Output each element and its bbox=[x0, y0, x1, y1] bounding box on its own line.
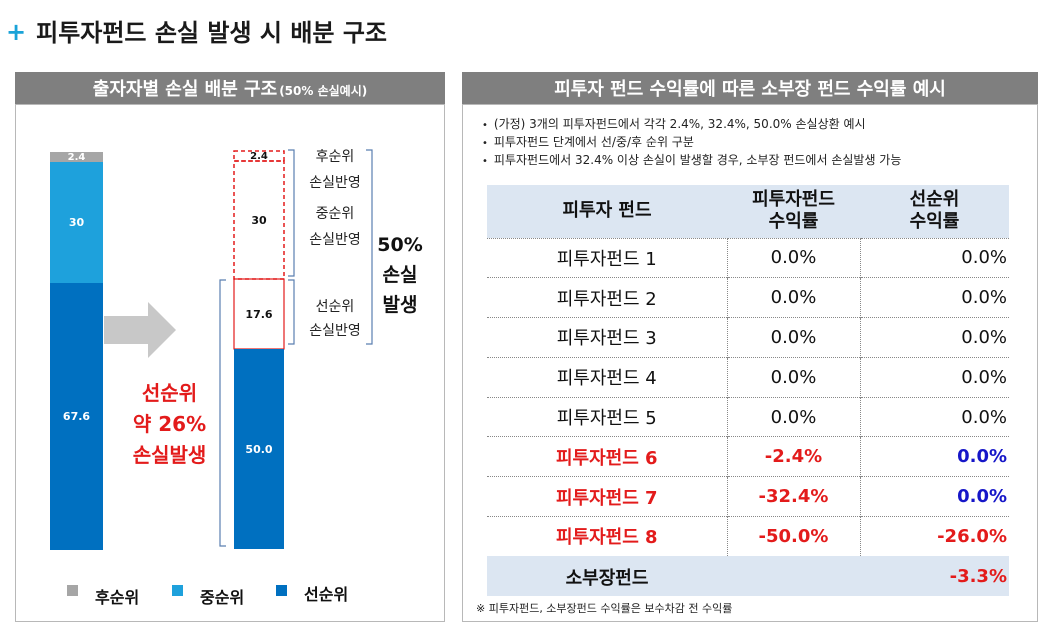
mezz-loss-label-1: 중순위 bbox=[315, 206, 355, 222]
table-total-row: 소부장펀드 -3.3% bbox=[487, 555, 1009, 597]
bar1-mezz: 30 bbox=[50, 162, 103, 283]
table-row: 피투자펀드 4 0.0% 0.0% bbox=[487, 356, 1009, 398]
arrow-right-icon bbox=[104, 302, 176, 358]
assumption-notes: (가정) 3개의 피투자펀드에서 각각 2.4%, 32.4%, 50.0% 손… bbox=[482, 116, 901, 170]
legend-senior-swatch bbox=[276, 585, 287, 596]
left-section-header: 출자자별 손실 배분 구조 (50% 손실예시) bbox=[15, 72, 445, 104]
bar1-junior: 2.4 bbox=[50, 152, 103, 163]
legend-junior-swatch bbox=[67, 585, 78, 596]
table-row: 피투자펀드 3 0.0% 0.0% bbox=[487, 317, 1009, 358]
col-header-senior-return: 선순위 수익률 bbox=[860, 185, 1009, 238]
bar2-senior-loss-label: 17.6 bbox=[245, 307, 273, 321]
page-title-text: 피투자펀드 손실 발생 시 배분 구조 bbox=[36, 18, 388, 47]
footnote: ※ 피투자펀드, 소부장펀드 수익률은 보수차감 전 수익률 bbox=[476, 602, 733, 615]
legend-mezz-label: 중순위 bbox=[200, 588, 245, 607]
right-section-header: 피투자 펀드 수익률에 따른 소부장 펀드 수익률 예시 bbox=[462, 72, 1038, 104]
left-header-note: (50% 손실예시) bbox=[279, 83, 368, 98]
table-header-row: 피투자 펀드 피투자펀드 수익률 선순위 수익률 bbox=[487, 185, 1009, 238]
table-row: 피투자펀드 1 0.0% 0.0% bbox=[487, 237, 1009, 278]
fund-return-table: 피투자 펀드 피투자펀드 수익률 선순위 수익률 피투자펀드 1 0.0% 0.0%… bbox=[487, 185, 1009, 597]
senior-loss-line1: 선순위 bbox=[141, 381, 198, 405]
bar1-senior: 67.6 bbox=[50, 283, 103, 550]
note-item: (가정) 3개의 피투자펀드에서 각각 2.4%, 32.4%, 50.0% 손… bbox=[482, 116, 901, 134]
total-loss-word2: 발생 bbox=[382, 294, 418, 316]
col-header-fund: 피투자 펀드 bbox=[487, 185, 727, 238]
total-loss-pct: 50% bbox=[377, 234, 423, 256]
table-row: 피투자펀드 8 -50.0% -26.0% bbox=[487, 516, 1009, 557]
bar2-mezz-label: 30 bbox=[251, 213, 267, 227]
page-title: + 피투자펀드 손실 발생 시 배분 구조 bbox=[6, 10, 387, 50]
loss-brackets bbox=[219, 149, 373, 547]
table-row: 피투자펀드 6 -2.4% 0.0% bbox=[487, 436, 1009, 477]
plus-icon: + bbox=[6, 18, 27, 46]
legend-senior-label: 선순위 bbox=[304, 585, 349, 604]
col-header-fund-return: 피투자펀드 수익률 bbox=[727, 185, 860, 238]
senior-loss-callout: 선순위 약 26% 손실발생 bbox=[112, 378, 227, 471]
table-row: 피투자펀드 7 -32.4% 0.0% bbox=[487, 476, 1009, 517]
table-row: 피투자펀드 5 0.0% 0.0% bbox=[487, 396, 1009, 437]
senior-loss-label-2: 손실반영 bbox=[309, 323, 361, 339]
loss-allocation-panel bbox=[15, 104, 445, 622]
bar2-junior-label: 2.4 bbox=[250, 150, 268, 162]
mezz-loss-label-2: 손실반영 bbox=[309, 232, 361, 248]
senior-loss-label-1: 선순위 bbox=[315, 299, 355, 315]
junior-loss-label-2: 손실반영 bbox=[309, 175, 361, 191]
note-item: 피투자펀드 단계에서 선/중/후 순위 구분 bbox=[482, 134, 901, 152]
legend-junior-label: 후순위 bbox=[95, 588, 140, 607]
legend-mezz-swatch bbox=[172, 585, 183, 596]
senior-loss-line2: 약 26% bbox=[132, 412, 207, 436]
return-table-panel bbox=[462, 104, 1038, 622]
total-loss-callout: 50% 손실 발생 bbox=[372, 230, 428, 320]
bar2-senior: 50.0 bbox=[234, 349, 284, 549]
senior-loss-line3: 손실발생 bbox=[132, 443, 207, 467]
note-item: 피투자펀드에서 32.4% 이상 손실이 발생할 경우, 소부장 펀드에서 손실… bbox=[482, 152, 901, 170]
total-loss-word1: 손실 bbox=[382, 264, 418, 286]
table-row: 피투자펀드 2 0.0% 0.0% bbox=[487, 277, 1009, 318]
junior-loss-label-1: 후순위 bbox=[315, 149, 355, 165]
left-header-title: 출자자별 손실 배분 구조 bbox=[92, 79, 278, 100]
